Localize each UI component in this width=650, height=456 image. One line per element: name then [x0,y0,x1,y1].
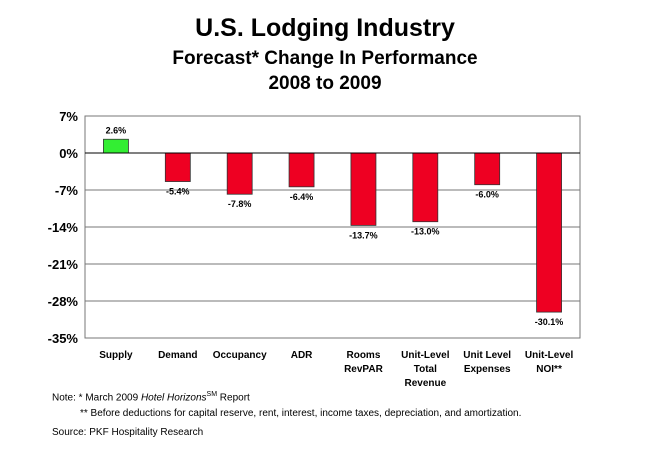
y-tick-label: -28% [48,294,79,309]
bar [288,152,315,188]
note-sup: SM [206,391,218,398]
data-label: -6.4% [290,192,314,202]
x-tick-label: Unit-Level [401,350,450,361]
note-suffix: Report [217,392,250,404]
source: Source: PKF Hospitality Research [52,427,204,438]
x-tick-label: Occupancy [213,350,267,361]
y-tick-label: -7% [55,183,79,198]
data-label: 2.6% [106,125,127,135]
x-tick-label: Total [414,364,437,375]
x-tick-label: Supply [99,350,133,361]
bar [350,152,377,226]
y-tick-label: -14% [48,220,79,235]
note: Note: * March 2009 Hotel HorizonsSM Repo… [52,391,250,403]
data-label: -7.8% [228,199,252,209]
bar [164,152,191,182]
data-label: -13.7% [349,230,378,240]
x-tick-label: NOI** [536,364,562,375]
data-label: -6.0% [475,190,499,200]
x-tick-label: Unit-Level [525,350,574,361]
y-tick-label: -21% [48,257,79,272]
plot-border [84,115,581,339]
bar [474,152,501,186]
x-tick-label: Expenses [464,364,511,375]
bar [226,152,253,195]
chart-subtitle-1: Forecast* Change In Performance [172,48,478,69]
footnote: ** Before deductions for capital reserve… [80,408,522,419]
chart-title: U.S. Lodging Industry [195,14,455,42]
x-tick-label: Rooms [346,350,380,361]
y-tick-label: -35% [48,331,79,346]
bar [103,138,129,154]
x-tick-label: Demand [158,350,197,361]
x-tick-label: RevPAR [344,364,383,375]
bar [536,152,562,313]
data-label: -5.4% [166,187,190,197]
chart-subtitle-2: 2008 to 2009 [268,73,382,94]
data-label: -13.0% [411,227,440,237]
x-tick-label: Unit Level [463,350,511,361]
note-report-name: Hotel Horizons [140,392,207,404]
data-label: -30.1% [535,317,564,327]
y-tick-label: 0% [59,146,78,161]
note-text: Note: * March 2009 [52,392,141,404]
x-tick-label: ADR [291,350,313,361]
x-tick-label: Revenue [404,378,446,389]
y-tick-label: 7% [59,109,78,124]
bar [412,152,439,223]
